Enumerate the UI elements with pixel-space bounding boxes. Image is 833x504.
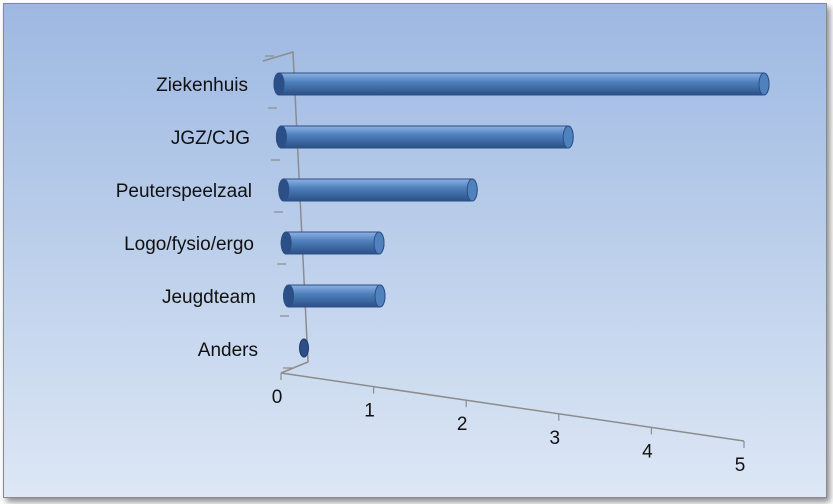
bar (283, 284, 386, 308)
bar (278, 178, 478, 202)
category-label: Ziekenhuis (156, 75, 248, 96)
bar-end-cap (562, 125, 574, 149)
bar-zero-cap (299, 338, 309, 358)
bar-end-cap (373, 231, 385, 255)
bar-start-cap (278, 178, 290, 202)
bar (273, 72, 770, 96)
bar-body (275, 125, 574, 149)
x-tick-label: 0 (272, 387, 283, 408)
category-label: Jeugdteam (162, 287, 256, 308)
bar (299, 338, 309, 358)
bar-body (273, 72, 770, 96)
bar-end-cap (758, 72, 770, 96)
x-tick-label: 4 (642, 441, 653, 462)
x-tick-label: 2 (457, 414, 468, 435)
category-label: JGZ/CJG (171, 128, 250, 149)
x-tick-label: 3 (550, 428, 561, 449)
bar-end-cap (466, 178, 478, 202)
category-label: Logo/fysio/ergo (124, 234, 254, 255)
bar-body (278, 178, 478, 202)
bar-start-cap (280, 231, 292, 255)
bar-start-cap (273, 72, 285, 96)
bar-start-cap (275, 125, 287, 149)
axis-wall (262, 51, 309, 374)
bar-start-cap (283, 284, 295, 308)
chart-frame: 0 1 2 3 4 5 Ziekenhuis JGZ/CJG Peuterspeelzaal Lo… (3, 3, 827, 498)
bar-chart: 0 1 2 3 4 5 Ziekenhuis JGZ/CJG Peuterspeelzaal Lo… (116, 51, 770, 476)
bar-body (280, 231, 385, 255)
x-tick-label: 5 (735, 455, 746, 476)
category-label: Peuterspeelzaal (116, 181, 252, 202)
bar (280, 231, 385, 255)
x-tick-label: 1 (364, 401, 375, 422)
bar (275, 125, 574, 149)
category-label: Anders (198, 340, 258, 361)
bar-end-cap (374, 284, 386, 308)
bar-body (283, 284, 386, 308)
x-axis-line (280, 372, 745, 442)
